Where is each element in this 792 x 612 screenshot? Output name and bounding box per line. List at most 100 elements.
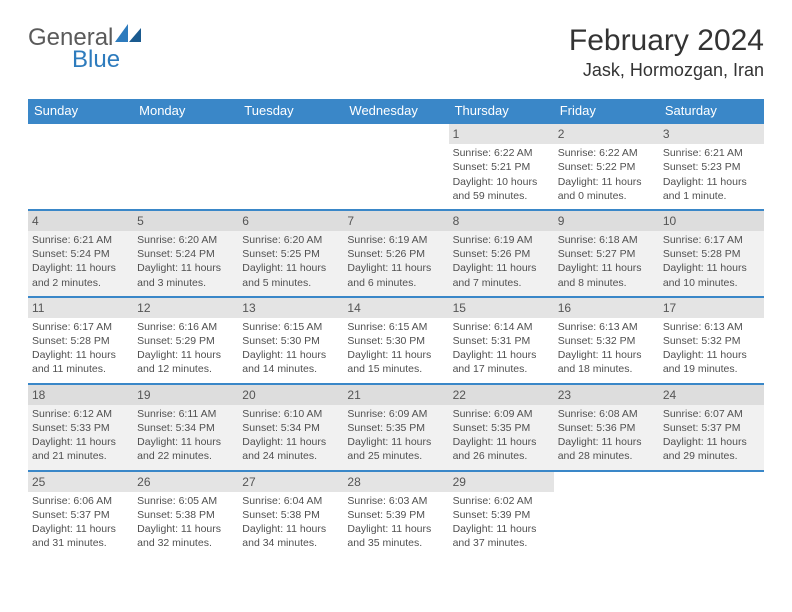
day-number: 10: [659, 211, 764, 231]
sunrise-text: Sunrise: 6:03 AM: [347, 494, 444, 508]
logo-sail-icon: [115, 24, 141, 42]
daylight-text: Daylight: 11 hours and 28 minutes.: [558, 435, 655, 463]
sunset-text: Sunset: 5:32 PM: [558, 334, 655, 348]
day-header-row: SundayMondayTuesdayWednesdayThursdayFrid…: [28, 99, 764, 123]
day-number: 13: [238, 298, 343, 318]
sunrise-text: Sunrise: 6:04 AM: [242, 494, 339, 508]
day-number: 11: [28, 298, 133, 318]
sunset-text: Sunset: 5:26 PM: [453, 247, 550, 261]
day-number: 23: [554, 385, 659, 405]
sunrise-text: Sunrise: 6:21 AM: [663, 146, 760, 160]
daylight-text: Daylight: 11 hours and 25 minutes.: [347, 435, 444, 463]
sunset-text: Sunset: 5:27 PM: [558, 247, 655, 261]
daylight-text: Daylight: 11 hours and 26 minutes.: [453, 435, 550, 463]
day-cell: 8 Sunrise: 6:19 AMSunset: 5:26 PMDaylight…: [449, 210, 554, 297]
day-number: 3: [659, 124, 764, 144]
sunset-text: Sunset: 5:32 PM: [663, 334, 760, 348]
sunrise-text: Sunrise: 6:05 AM: [137, 494, 234, 508]
sunrise-text: Sunrise: 6:11 AM: [137, 407, 234, 421]
day-cell: [238, 123, 343, 210]
daylight-text: Daylight: 11 hours and 0 minutes.: [558, 175, 655, 203]
sunrise-text: Sunrise: 6:17 AM: [663, 233, 760, 247]
daylight-text: Daylight: 11 hours and 37 minutes.: [453, 522, 550, 550]
sunset-text: Sunset: 5:24 PM: [137, 247, 234, 261]
daylight-text: Daylight: 11 hours and 5 minutes.: [242, 261, 339, 289]
calendar-table: SundayMondayTuesdayWednesdayThursdayFrid…: [28, 99, 764, 557]
day-number: 16: [554, 298, 659, 318]
day-cell: 19Sunrise: 6:11 AMSunset: 5:34 PMDayligh…: [133, 384, 238, 471]
day-cell: 3 Sunrise: 6:21 AMSunset: 5:23 PMDaylight…: [659, 123, 764, 210]
sunrise-text: Sunrise: 6:17 AM: [32, 320, 129, 334]
sunset-text: Sunset: 5:21 PM: [453, 160, 550, 174]
day-header-tuesday: Tuesday: [238, 99, 343, 123]
sunset-text: Sunset: 5:37 PM: [663, 421, 760, 435]
day-cell: 21Sunrise: 6:09 AMSunset: 5:35 PMDayligh…: [343, 384, 448, 471]
day-number: 8: [449, 211, 554, 231]
sunset-text: Sunset: 5:30 PM: [347, 334, 444, 348]
sunset-text: Sunset: 5:26 PM: [347, 247, 444, 261]
daylight-text: Daylight: 11 hours and 32 minutes.: [137, 522, 234, 550]
sunset-text: Sunset: 5:24 PM: [32, 247, 129, 261]
day-cell: [133, 123, 238, 210]
sunset-text: Sunset: 5:34 PM: [242, 421, 339, 435]
day-header-friday: Friday: [554, 99, 659, 123]
day-cell: 12Sunrise: 6:16 AMSunset: 5:29 PMDayligh…: [133, 297, 238, 384]
day-cell: [28, 123, 133, 210]
day-cell: 28Sunrise: 6:03 AMSunset: 5:39 PMDayligh…: [343, 471, 448, 557]
day-number: 1: [449, 124, 554, 144]
day-cell: 14Sunrise: 6:15 AMSunset: 5:30 PMDayligh…: [343, 297, 448, 384]
day-number: 25: [28, 472, 133, 492]
day-cell: 15Sunrise: 6:14 AMSunset: 5:31 PMDayligh…: [449, 297, 554, 384]
day-cell: 6Sunrise: 6:20 AMSunset: 5:25 PMDaylight…: [238, 210, 343, 297]
sunrise-text: Sunrise: 6:15 AM: [347, 320, 444, 334]
daylight-text: Daylight: 11 hours and 22 minutes.: [137, 435, 234, 463]
day-number: 6: [238, 211, 343, 231]
location-subtitle: Jask, Hormozgan, Iran: [569, 60, 764, 81]
logo: GeneralBlue: [28, 24, 141, 74]
sunrise-text: Sunrise: 6:10 AM: [242, 407, 339, 421]
day-header-thursday: Thursday: [449, 99, 554, 123]
daylight-text: Daylight: 11 hours and 7 minutes.: [453, 261, 550, 289]
daylight-text: Daylight: 11 hours and 17 minutes.: [453, 348, 550, 376]
sunset-text: Sunset: 5:38 PM: [242, 508, 339, 522]
day-number: 7: [343, 211, 448, 231]
sunset-text: Sunset: 5:29 PM: [137, 334, 234, 348]
sunrise-text: Sunrise: 6:12 AM: [32, 407, 129, 421]
day-number: 15: [449, 298, 554, 318]
sunrise-text: Sunrise: 6:13 AM: [558, 320, 655, 334]
daylight-text: Daylight: 11 hours and 21 minutes.: [32, 435, 129, 463]
sunrise-text: Sunrise: 6:19 AM: [347, 233, 444, 247]
day-cell: [659, 471, 764, 557]
daylight-text: Daylight: 11 hours and 11 minutes.: [32, 348, 129, 376]
day-cell: 26Sunrise: 6:05 AMSunset: 5:38 PMDayligh…: [133, 471, 238, 557]
sunrise-text: Sunrise: 6:20 AM: [137, 233, 234, 247]
day-cell: 9Sunrise: 6:18 AMSunset: 5:27 PMDaylight…: [554, 210, 659, 297]
day-number: 17: [659, 298, 764, 318]
day-cell: [343, 123, 448, 210]
sunrise-text: Sunrise: 6:14 AM: [453, 320, 550, 334]
sunset-text: Sunset: 5:22 PM: [558, 160, 655, 174]
day-header-sunday: Sunday: [28, 99, 133, 123]
sunrise-text: Sunrise: 6:09 AM: [453, 407, 550, 421]
day-cell: 7 Sunrise: 6:19 AMSunset: 5:26 PMDaylight…: [343, 210, 448, 297]
sunrise-text: Sunrise: 6:19 AM: [453, 233, 550, 247]
sunset-text: Sunset: 5:23 PM: [663, 160, 760, 174]
day-number: 20: [238, 385, 343, 405]
sunrise-text: Sunrise: 6:16 AM: [137, 320, 234, 334]
day-number: 9: [554, 211, 659, 231]
daylight-text: Daylight: 11 hours and 1 minute.: [663, 175, 760, 203]
month-title: February 2024: [569, 24, 764, 58]
daylight-text: Daylight: 10 hours and 59 minutes.: [453, 175, 550, 203]
daylight-text: Daylight: 11 hours and 14 minutes.: [242, 348, 339, 376]
day-cell: 29Sunrise: 6:02 AMSunset: 5:39 PMDayligh…: [449, 471, 554, 557]
sunset-text: Sunset: 5:38 PM: [137, 508, 234, 522]
sunset-text: Sunset: 5:35 PM: [453, 421, 550, 435]
daylight-text: Daylight: 11 hours and 31 minutes.: [32, 522, 129, 550]
title-block: February 2024 Jask, Hormozgan, Iran: [569, 24, 764, 81]
day-cell: 27Sunrise: 6:04 AMSunset: 5:38 PMDayligh…: [238, 471, 343, 557]
daylight-text: Daylight: 11 hours and 6 minutes.: [347, 261, 444, 289]
sunrise-text: Sunrise: 6:02 AM: [453, 494, 550, 508]
sunset-text: Sunset: 5:25 PM: [242, 247, 339, 261]
sunrise-text: Sunrise: 6:13 AM: [663, 320, 760, 334]
daylight-text: Daylight: 11 hours and 15 minutes.: [347, 348, 444, 376]
